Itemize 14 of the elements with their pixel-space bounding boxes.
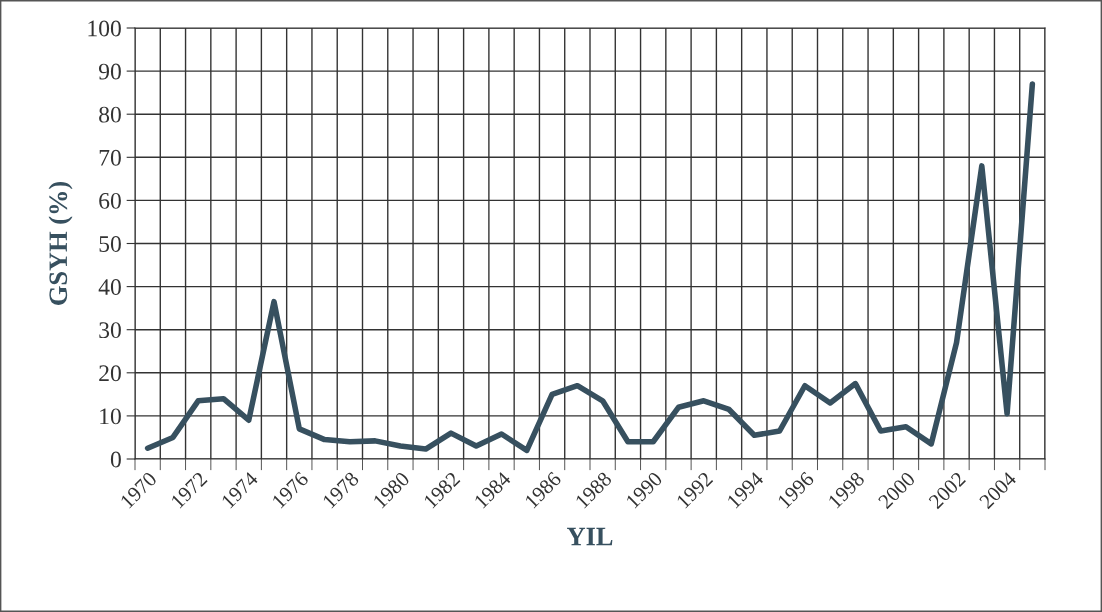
y-tick-label: 100 bbox=[88, 20, 121, 37]
y-tick-label: 0 bbox=[110, 451, 121, 468]
y-tick-label: 30 bbox=[99, 322, 121, 339]
x-tick-label: 1982 bbox=[423, 471, 461, 509]
y-tick-label: 90 bbox=[98, 63, 121, 80]
y-tick-label: 80 bbox=[99, 106, 121, 123]
y-tick-label: 10 bbox=[100, 408, 121, 425]
y-axis-title: GSYH (%) bbox=[48, 181, 73, 305]
y-tick-label: 20 bbox=[99, 365, 121, 382]
y-tick-label: 60 bbox=[99, 192, 121, 209]
y-tick-label: 40 bbox=[98, 279, 121, 296]
y-tick-label: 70 bbox=[99, 149, 121, 166]
x-axis-title: YIL bbox=[567, 527, 613, 546]
y-tick-label: 50 bbox=[99, 235, 121, 252]
